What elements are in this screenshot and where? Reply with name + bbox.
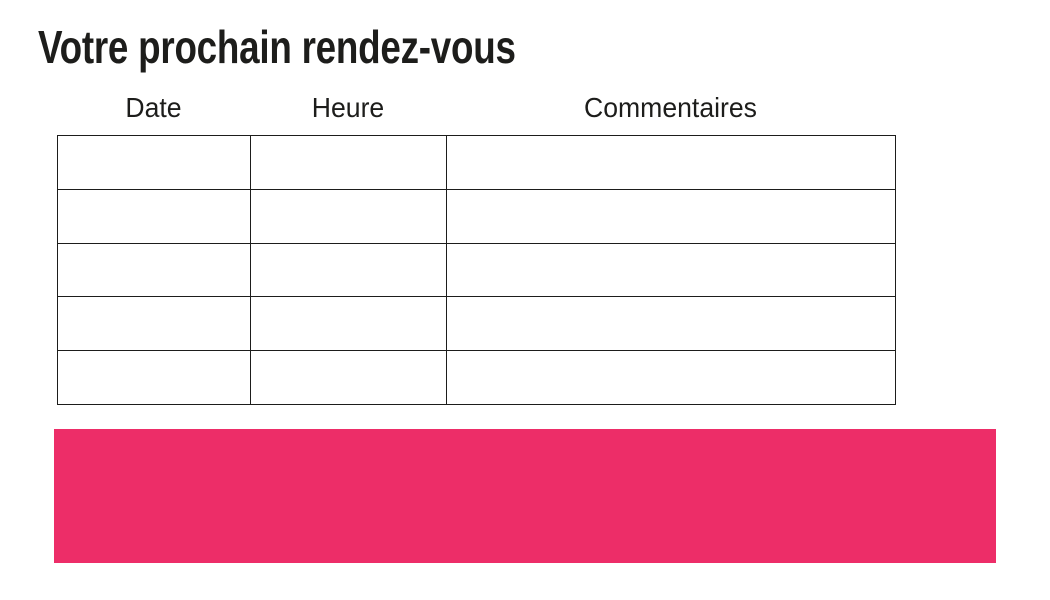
column-header-date: Date (125, 92, 182, 123)
table-cell-commentaires (446, 242, 896, 298)
table-cell-date (57, 135, 251, 190)
table-cell-commentaires (446, 188, 896, 244)
table-cell-commentaires (446, 350, 896, 405)
appointments-table (57, 135, 896, 405)
table-row (57, 350, 896, 405)
table-row (57, 242, 896, 298)
table-cell-date (57, 188, 251, 244)
accent-banner (54, 429, 996, 563)
table-column-headers: Date Heure Commentaires (57, 93, 895, 123)
table-cell-heure (250, 135, 447, 190)
table-row (57, 135, 896, 190)
table-cell-heure (250, 242, 447, 298)
page-title: Votre prochain rendez-vous (38, 21, 516, 73)
column-header-commentaires: Commentaires (584, 92, 757, 123)
table-cell-heure (250, 350, 447, 405)
table-cell-date (57, 350, 251, 405)
table-cell-heure (250, 296, 447, 352)
column-header-heure: Heure (311, 92, 385, 123)
table-cell-commentaires (446, 296, 896, 352)
table-cell-heure (250, 188, 447, 244)
table-cell-commentaires (446, 135, 896, 190)
table-cell-date (57, 296, 251, 352)
table-cell-date (57, 242, 251, 298)
table-row (57, 188, 896, 244)
table-row (57, 296, 896, 352)
